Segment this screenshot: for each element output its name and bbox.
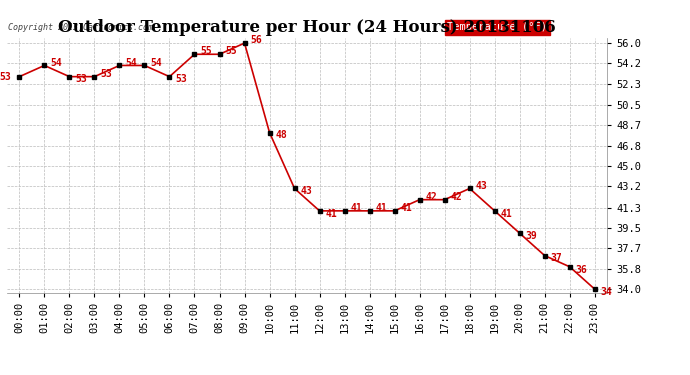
Text: 55: 55 bbox=[200, 46, 212, 57]
Text: 54: 54 bbox=[50, 58, 61, 68]
Text: 41: 41 bbox=[400, 203, 412, 213]
Text: Copyright 2013 Cartronics.com: Copyright 2013 Cartronics.com bbox=[8, 23, 153, 32]
Text: 41: 41 bbox=[375, 203, 387, 213]
Text: 41: 41 bbox=[500, 209, 512, 219]
Text: 34: 34 bbox=[600, 287, 612, 297]
Text: 41: 41 bbox=[325, 209, 337, 219]
Text: 53: 53 bbox=[100, 69, 112, 79]
Text: 42: 42 bbox=[425, 192, 437, 202]
Text: 37: 37 bbox=[550, 254, 562, 263]
Text: 39: 39 bbox=[525, 231, 537, 241]
Text: 43: 43 bbox=[300, 186, 312, 196]
Text: 55: 55 bbox=[225, 46, 237, 57]
Text: 53: 53 bbox=[175, 74, 187, 84]
Text: 53: 53 bbox=[0, 72, 11, 82]
Text: 56: 56 bbox=[250, 35, 262, 45]
Text: 54: 54 bbox=[150, 58, 161, 68]
Text: 43: 43 bbox=[475, 181, 487, 191]
Text: Temperature (°F): Temperature (°F) bbox=[447, 22, 547, 32]
Text: 42: 42 bbox=[450, 192, 462, 202]
Text: 41: 41 bbox=[350, 203, 362, 213]
Text: 48: 48 bbox=[275, 130, 287, 140]
Title: Outdoor Temperature per Hour (24 Hours) 20131106: Outdoor Temperature per Hour (24 Hours) … bbox=[58, 19, 556, 36]
Text: 36: 36 bbox=[575, 264, 587, 274]
Text: 53: 53 bbox=[75, 74, 87, 84]
Text: 54: 54 bbox=[125, 58, 137, 68]
